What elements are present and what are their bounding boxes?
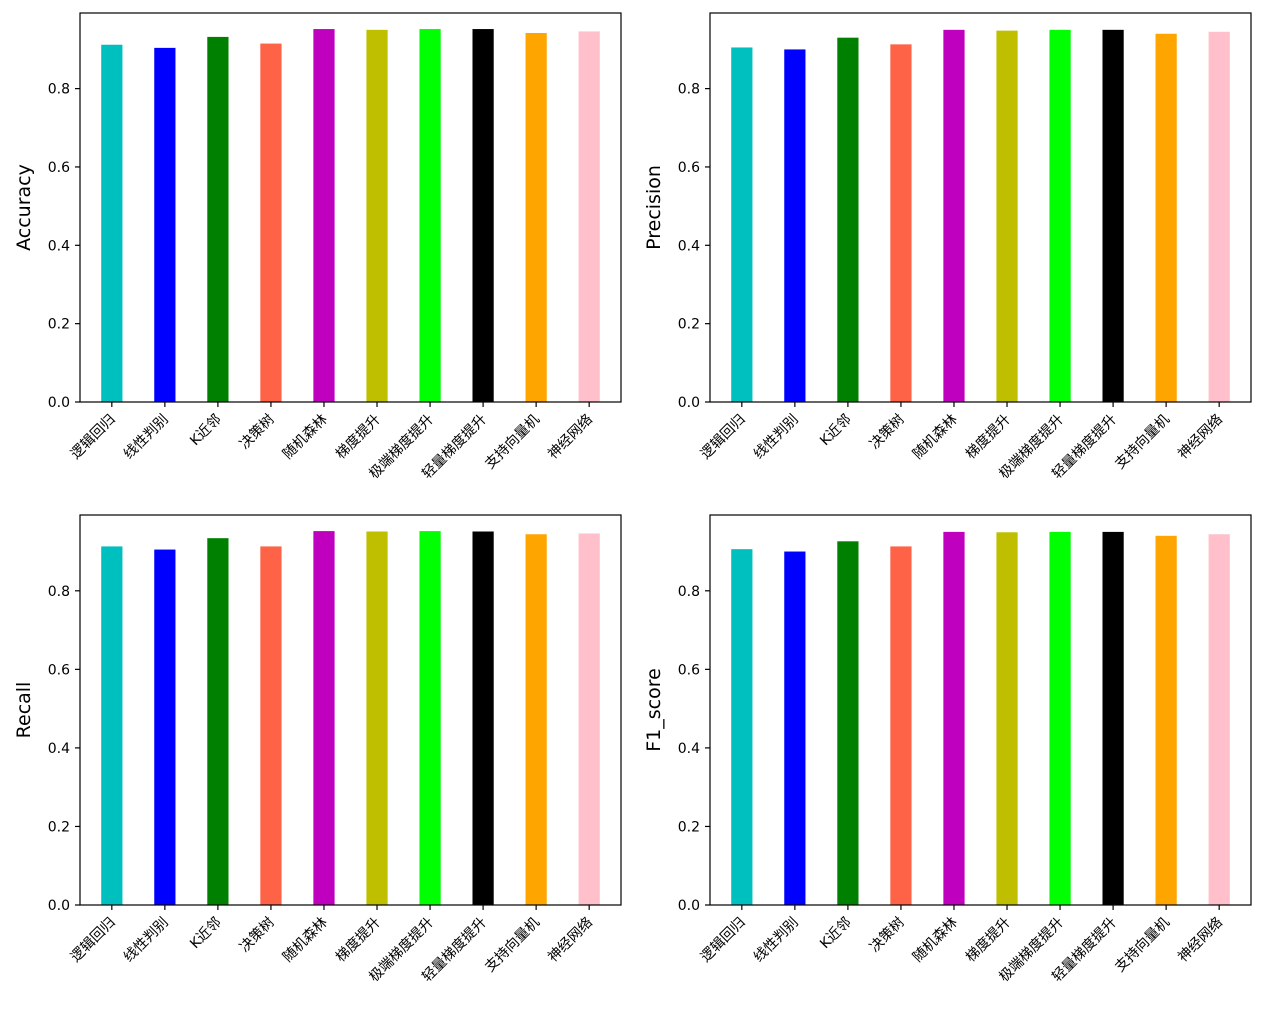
axes-frame <box>709 12 1252 403</box>
bar-1 <box>784 49 806 403</box>
bar-6 <box>1049 531 1071 905</box>
bar-7 <box>472 29 494 403</box>
y-tick-label: 0.2 <box>678 819 700 835</box>
y-tick-label: 0.8 <box>678 82 700 98</box>
bar-8 <box>525 534 547 905</box>
ylabel: Recall <box>13 682 35 739</box>
y-tick-label: 0.0 <box>48 395 70 411</box>
bar-8 <box>1155 33 1177 402</box>
bar-3 <box>260 546 282 905</box>
y-tick-label: 0.4 <box>678 238 700 254</box>
y-tick-label: 0.6 <box>48 160 70 176</box>
bar-3 <box>260 43 282 403</box>
bar-9 <box>1208 534 1230 905</box>
y-tick-label: 0.6 <box>678 662 700 678</box>
y-tick-label: 0.6 <box>48 662 70 678</box>
y-tick-label: 0.0 <box>678 395 700 411</box>
bar-9 <box>1208 31 1230 403</box>
bar-7 <box>472 531 494 905</box>
y-tick-label: 0.8 <box>48 584 70 600</box>
y-tick-label: 0.0 <box>678 898 700 914</box>
bar-0 <box>101 546 123 905</box>
bar-0 <box>101 44 123 402</box>
bar-9 <box>578 31 600 402</box>
bar-7 <box>1102 531 1124 905</box>
bar-8 <box>525 32 547 402</box>
ylabel: Accuracy <box>13 164 35 251</box>
bar-5 <box>996 30 1018 402</box>
bar-2 <box>837 37 859 403</box>
bar-1 <box>154 47 176 403</box>
bar-6 <box>1049 29 1071 403</box>
bar-4 <box>313 531 335 905</box>
bar-6 <box>419 531 441 905</box>
axes-frame <box>79 12 622 403</box>
bar-3 <box>890 44 912 403</box>
bar-7 <box>1102 29 1124 403</box>
y-tick-label: 0.6 <box>678 160 700 176</box>
axes-frame <box>79 514 622 906</box>
bar-4 <box>943 29 965 403</box>
bar-8 <box>1155 535 1177 905</box>
y-tick-label: 0.4 <box>678 741 700 757</box>
y-tick-label: 0.2 <box>48 317 70 333</box>
y-tick-label: 0.4 <box>48 238 70 254</box>
bar-0 <box>731 47 753 402</box>
bar-4 <box>943 531 965 905</box>
bar-5 <box>366 531 388 905</box>
bar-6 <box>419 29 441 403</box>
y-tick-label: 0.8 <box>48 82 70 98</box>
bar-3 <box>890 546 912 905</box>
y-tick-label: 0.4 <box>48 741 70 757</box>
axes-frame <box>709 514 1252 906</box>
bar-5 <box>996 532 1018 905</box>
bar-1 <box>154 549 176 905</box>
y-tick-label: 0.2 <box>678 317 700 333</box>
ylabel: F1_score <box>643 668 665 752</box>
y-tick-label: 0.0 <box>48 898 70 914</box>
ylabel: Precision <box>643 165 665 250</box>
bar-2 <box>207 36 229 403</box>
bar-5 <box>366 29 388 403</box>
bar-0 <box>731 549 753 905</box>
bar-1 <box>784 551 806 905</box>
y-tick-label: 0.2 <box>48 819 70 835</box>
bar-2 <box>207 538 229 905</box>
bar-2 <box>837 541 859 905</box>
bar-9 <box>578 533 600 905</box>
y-tick-label: 0.8 <box>678 584 700 600</box>
bar-4 <box>313 29 335 403</box>
